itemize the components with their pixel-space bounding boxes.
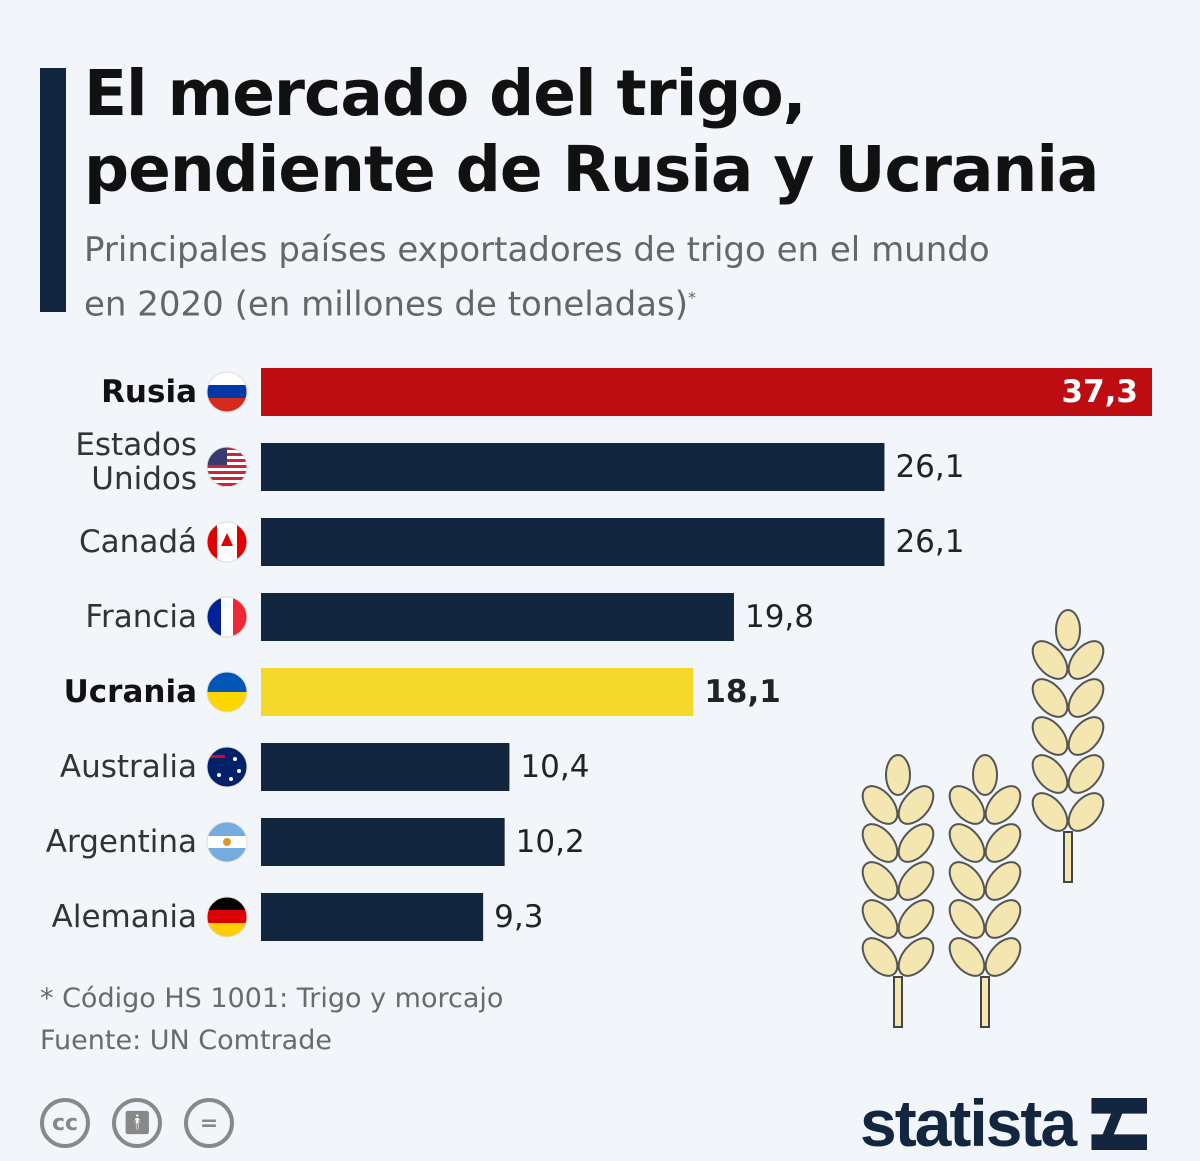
subtitle-line-2: en 2020 (en millones de toneladas) (84, 284, 688, 325)
bar-australia (261, 743, 510, 791)
subtitle-footnote-mark: * (687, 288, 696, 307)
wheat-illustration-icon (861, 609, 1105, 1028)
bar-argentina (261, 818, 505, 866)
value-label: 26,1 (895, 524, 964, 560)
category-label: Australia (60, 749, 197, 785)
source: Fuente: UN Comtrade (40, 1025, 332, 1056)
no-derivatives-icon[interactable]: = (184, 1098, 234, 1148)
bar-alemania (261, 893, 484, 941)
category-label: Francia (85, 599, 197, 635)
ukraine-flag-icon (206, 671, 248, 713)
france-flag-icon (206, 596, 248, 638)
argentina-flag-icon (206, 821, 248, 863)
bar-canadá (261, 518, 885, 566)
category-label: Argentina (46, 824, 197, 860)
category-label: Alemania (52, 899, 197, 935)
value-label: 19,8 (745, 599, 814, 635)
title-line-2: pendiente de Rusia y Ucrania (84, 133, 1099, 206)
value-label: 37,3 (1062, 374, 1139, 410)
footnote: * Código HS 1001: Trigo y morcajo (40, 983, 504, 1014)
value-label: 10,4 (520, 749, 589, 785)
category-label: Estados Unidos (75, 427, 197, 497)
title-line-1: El mercado del trigo, (84, 57, 807, 130)
chart-title: El mercado del trigo, pendiente de Rusia… (84, 56, 1099, 208)
statista-logo[interactable]: statista (860, 1085, 1148, 1161)
russia-flag-icon (206, 371, 248, 413)
bar-francia (261, 593, 734, 641)
bar-estados-unidos (261, 443, 885, 491)
usa-flag-icon (206, 446, 248, 488)
canada-flag-icon (206, 521, 248, 563)
bar-rusia (261, 368, 1152, 416)
category-label: Rusia (101, 374, 197, 410)
value-label: 26,1 (895, 449, 964, 485)
subtitle-line-1: Principales países exportadores de trigo… (84, 230, 990, 270)
australia-flag-icon (206, 746, 248, 788)
value-label: 10,2 (516, 824, 585, 860)
value-label: 9,3 (494, 899, 543, 935)
category-label: Ucrania (64, 674, 197, 710)
bar-ucrania (261, 668, 694, 716)
attribution-icon[interactable]: 🚹︎ (112, 1098, 162, 1148)
germany-flag-icon (206, 896, 248, 938)
category-label: Canadá (79, 524, 197, 560)
chart-subtitle: Principales países exportadores de trigo… (84, 226, 990, 328)
title-accent-bar (40, 68, 66, 312)
value-label: 18,1 (704, 674, 781, 710)
cc-icon[interactable]: cc (40, 1098, 90, 1148)
